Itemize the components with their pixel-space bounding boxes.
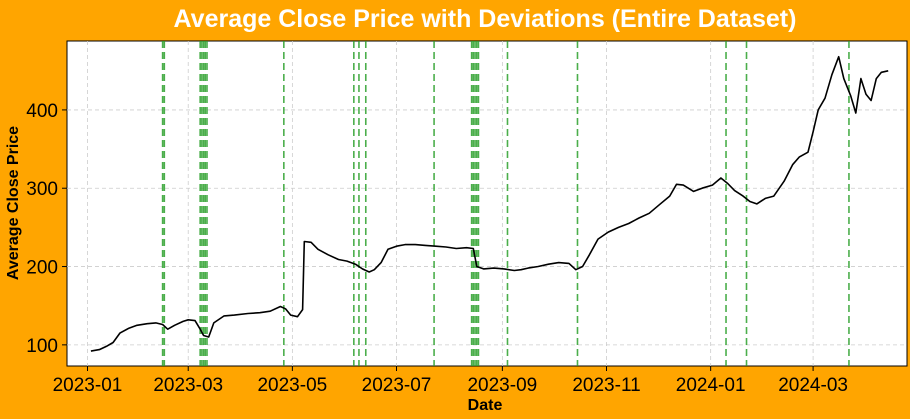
average-close-price-line	[90, 55, 889, 352]
y-tick-label: 400	[26, 101, 58, 122]
deviation-lines	[161, 41, 850, 366]
plot-area	[66, 40, 908, 367]
series-layer	[90, 55, 889, 352]
x-axis-ticks: 2023-01 2023-03 2023-05 2023-07 2023-09 2023-…	[53, 366, 848, 396]
chart-title: Average Close Price with Deviations (Ent…	[174, 5, 797, 33]
x-tick-label: 2024-03	[778, 375, 848, 396]
y-tick-label: 200	[26, 258, 58, 279]
x-tick-label: 2023-11	[572, 375, 640, 396]
x-tick-label: 2024-01	[676, 375, 746, 396]
y-axis-ticks: 100 200 300 400	[26, 101, 67, 357]
grid-lines	[67, 41, 907, 366]
y-axis-label: Average Close Price	[5, 126, 22, 280]
x-tick-label: 2023-01	[53, 375, 123, 396]
y-tick-label: 300	[26, 179, 58, 200]
x-tick-label: 2023-05	[257, 375, 327, 396]
y-tick-label: 100	[26, 336, 58, 357]
x-tick-label: 2023-03	[153, 375, 223, 396]
x-tick-label: 2023-09	[467, 375, 537, 396]
x-tick-label: 2023-07	[362, 375, 432, 396]
x-axis-label: Date	[468, 397, 503, 414]
